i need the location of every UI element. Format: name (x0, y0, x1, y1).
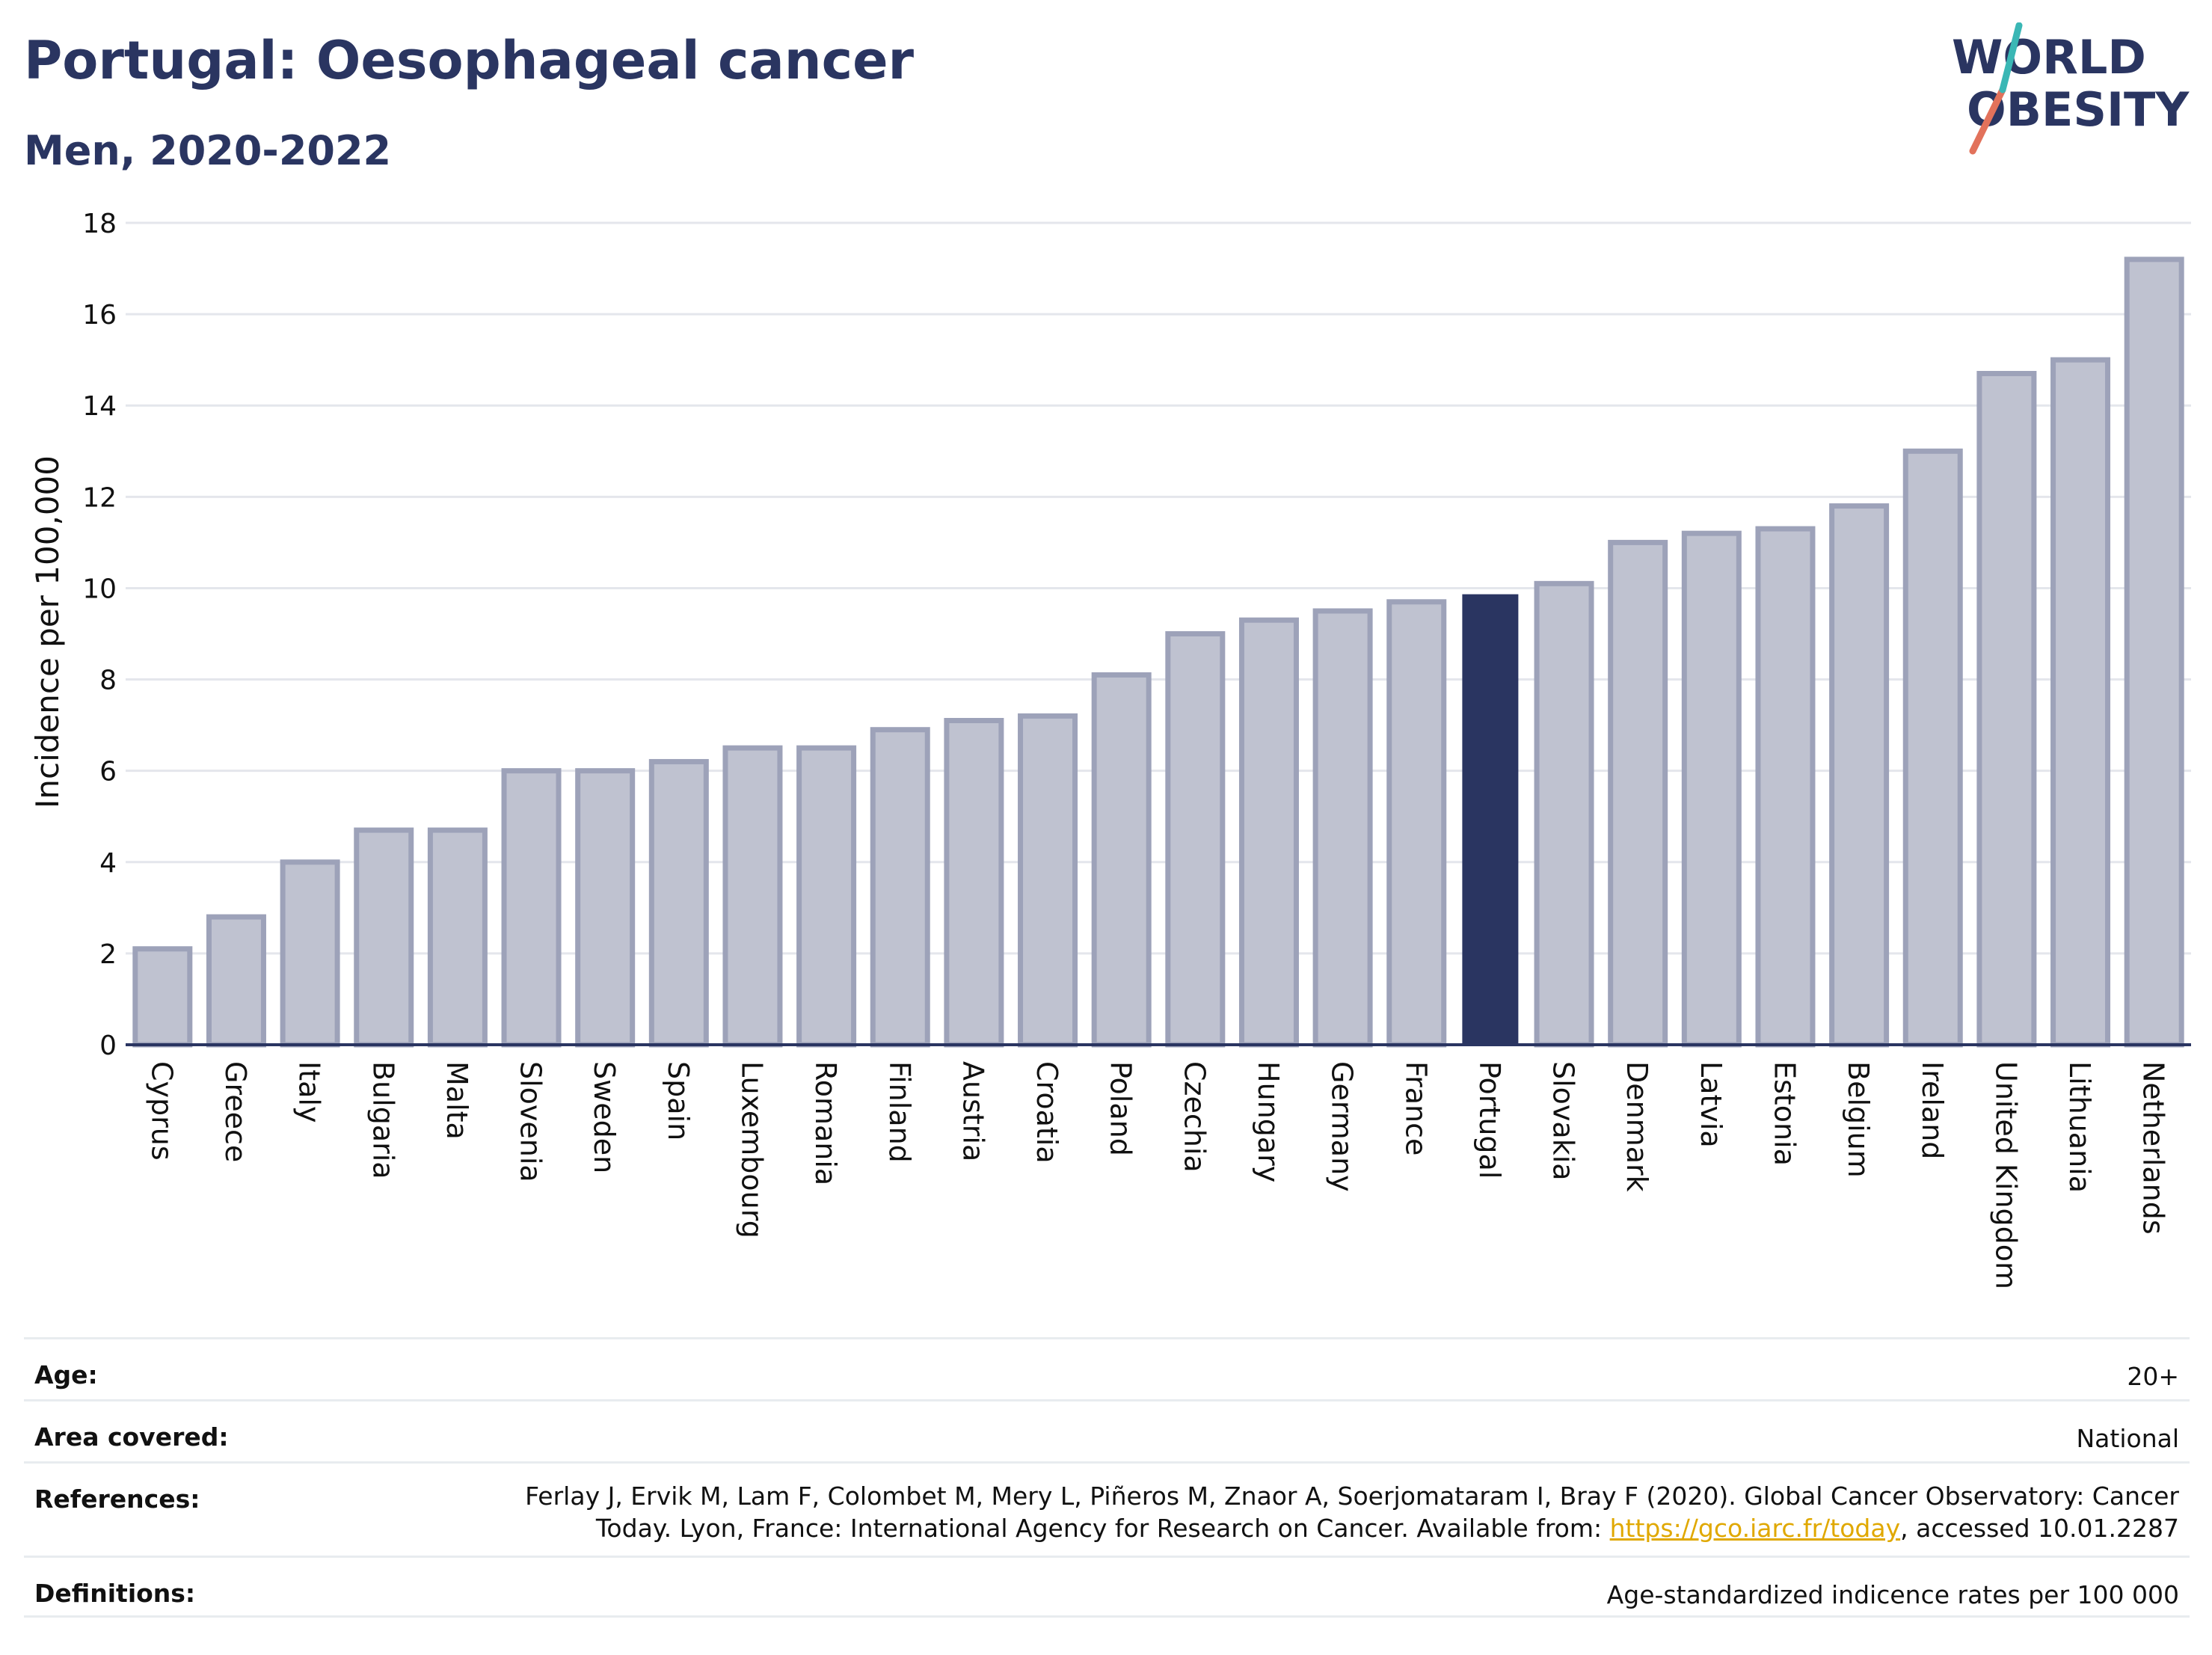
x-tick-label: Romania (809, 1061, 842, 1185)
bar (1386, 599, 1447, 1048)
references-line2-pre: Today. Lyon, France: International Agenc… (595, 1514, 1610, 1543)
bar (1902, 448, 1963, 1048)
info-row-area: Area covered: National (24, 1399, 2190, 1461)
y-tick-label: 8 (99, 666, 117, 696)
x-tick-label: Poland (1105, 1061, 1137, 1156)
x-tick-label: Denmark (1620, 1061, 1653, 1192)
bar (722, 745, 783, 1048)
bar (1091, 672, 1152, 1048)
x-tick-label: Finland (883, 1061, 916, 1163)
bar (1238, 617, 1299, 1048)
bar (1755, 526, 1816, 1048)
bar (870, 727, 930, 1048)
x-tick-label: Luxembourg (735, 1061, 768, 1238)
bar (2050, 357, 2111, 1048)
x-tick-label: Portugal (1473, 1061, 1506, 1179)
bar (1608, 539, 1668, 1048)
area-value: National (2076, 1424, 2179, 1453)
y-tick-label: 0 (99, 1031, 117, 1061)
logo-slash-coral (1969, 86, 2006, 155)
x-tick-label: Greece (219, 1061, 252, 1162)
bar (2124, 257, 2184, 1048)
info-table: Age: 20+ Area covered: National Referenc… (24, 1337, 2190, 1618)
y-tick-label: 6 (99, 757, 117, 787)
y-tick-label: 12 (82, 482, 117, 513)
logo-line1: WORLD (1952, 30, 2146, 85)
bar (1976, 370, 2037, 1048)
y-tick-label: 10 (82, 574, 117, 604)
x-tick-label: France (1399, 1061, 1432, 1155)
area-label: Area covered: (34, 1422, 229, 1452)
x-tick-label: Belgium (1842, 1061, 1875, 1178)
bar-chart: 0 2 4 6 8 10 12 14 16 18 Cyprus Greece Italy Bulgaria… (29, 209, 2191, 1289)
bar (648, 758, 709, 1048)
x-tick-label: Netherlands (2137, 1061, 2170, 1235)
info-row-references: References: Ferlay J, Ervik M, Lam F, Co… (24, 1461, 2190, 1556)
bar (1534, 580, 1594, 1048)
x-tick-label: Sweden (588, 1061, 621, 1173)
references-line1: Ferlay J, Ervik M, Lam F, Colombet M, Me… (525, 1481, 2179, 1511)
bar (206, 914, 266, 1048)
references-value: Ferlay J, Ervik M, Lam F, Colombet M, Me… (525, 1464, 2179, 1544)
x-tick-label: Slovenia (514, 1061, 547, 1182)
bar (944, 718, 1004, 1048)
references-link[interactable]: https://gco.iarc.fr/today (1609, 1514, 1901, 1543)
x-tick-label: Slovakia (1547, 1061, 1580, 1181)
x-tick-label: Germany (1326, 1061, 1359, 1192)
bar-highlighted (1462, 594, 1519, 1045)
x-tick-label: Croatia (1030, 1061, 1063, 1164)
chart-title: Portugal: Oesophageal cancer (24, 30, 915, 91)
age-label: Age: (34, 1360, 98, 1390)
x-tick-label: United Kingdom (1989, 1061, 2022, 1289)
bar (132, 946, 193, 1048)
bar (354, 827, 414, 1048)
x-tick-label: Czechia (1178, 1061, 1211, 1173)
x-tick-label: Cyprus (145, 1061, 178, 1161)
age-value: 20+ (2127, 1362, 2179, 1391)
definitions-label: Definitions: (34, 1579, 196, 1608)
y-tick-label: 18 (82, 209, 117, 239)
y-tick-label: 4 (99, 848, 117, 879)
bar (1829, 503, 1890, 1048)
info-row-definitions: Definitions: Age-standardized indicence … (24, 1556, 2190, 1618)
references-label: References: (34, 1484, 200, 1514)
y-axis-title: Incidence per 100,000 (29, 455, 66, 808)
world-obesity-logo: WORLD OBESITY (1952, 22, 2190, 155)
y-tick-label: 14 (82, 391, 117, 422)
x-tick-label: Hungary (1252, 1061, 1285, 1182)
x-tick-label: Estonia (1768, 1061, 1801, 1166)
bar (1018, 713, 1078, 1048)
y-tick-label: 16 (82, 300, 117, 331)
x-tick-label: Malta (440, 1061, 473, 1140)
y-tick-label: 2 (99, 939, 117, 970)
logo-slash-teal (1999, 22, 2023, 93)
bar (280, 859, 340, 1048)
info-row-age: Age: 20+ (24, 1337, 2190, 1399)
x-tick-label: Latvia (1695, 1061, 1727, 1148)
x-tick-label: Italy (293, 1061, 326, 1123)
x-tick-label: Spain (662, 1061, 695, 1140)
bar (1681, 530, 1742, 1048)
references-line2-post: , accessed 10.01.2287 (1900, 1514, 2179, 1543)
bar (501, 768, 562, 1048)
chart-subtitle: Men, 2020-2022 (24, 127, 392, 174)
bar (796, 745, 857, 1048)
x-tick-label: Austria (956, 1061, 989, 1161)
x-tick-label: Ireland (1916, 1061, 1949, 1159)
bar (575, 768, 636, 1048)
bar (1312, 608, 1373, 1048)
definitions-value: Age-standardized indicence rates per 100… (1606, 1580, 2179, 1609)
bar (427, 827, 488, 1048)
x-tick-label: Lithuania (2063, 1061, 2096, 1193)
bars (132, 257, 2184, 1048)
axes: 0 2 4 6 8 10 12 14 16 18 Cyprus Greece Italy Bulgaria… (82, 209, 2191, 1289)
x-tick-label: Bulgaria (366, 1061, 399, 1179)
bar (1165, 631, 1226, 1048)
